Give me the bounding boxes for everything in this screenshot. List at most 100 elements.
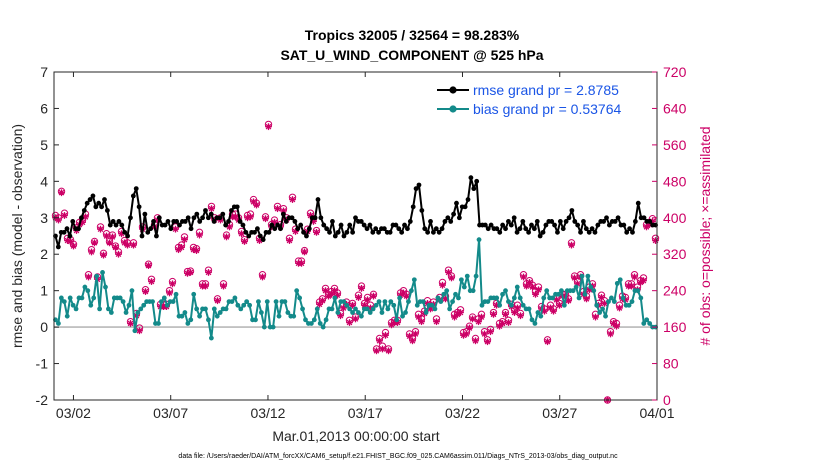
bias-point (173, 291, 179, 297)
obs-assimilated-point (499, 320, 506, 327)
bias-point (464, 273, 470, 279)
bias-point (394, 317, 400, 323)
rmse-point (381, 226, 387, 232)
rmse-point (182, 219, 188, 224)
y-right-tick-label: 0 (663, 392, 671, 408)
bias-point (206, 317, 211, 323)
obs-assimilated-point (298, 259, 305, 267)
bias-point (638, 295, 644, 301)
obs-assimilated-point (181, 236, 188, 244)
bias-point (232, 295, 238, 301)
rmse-point (292, 219, 298, 224)
rmse-point (110, 219, 116, 224)
bias-point (503, 288, 508, 294)
rmse-point (324, 226, 330, 232)
obs-assimilated-point (469, 315, 476, 323)
obs-assimilated-point (262, 215, 269, 223)
y-right-tick-label: 240 (663, 283, 687, 299)
rmse-point (102, 197, 107, 202)
rmse-point (497, 229, 503, 235)
bias-point (644, 317, 650, 323)
bias-point (550, 295, 555, 301)
bias-point (635, 288, 641, 294)
y-tick-label: 1 (40, 283, 48, 299)
bias-point (158, 299, 164, 304)
obs-assimilated-point (196, 231, 203, 239)
rmse-point (410, 204, 416, 210)
rmse-point (407, 219, 413, 224)
obs-assimilated-point (142, 288, 149, 295)
obs-assimilated-point (238, 230, 245, 238)
obs-assimilated-point (352, 315, 359, 323)
obs-assimilated-point (583, 295, 590, 303)
obs-assimilated-point (85, 273, 92, 281)
bias-point (350, 310, 355, 315)
bias-point (294, 288, 300, 294)
rmse-point (133, 186, 139, 192)
rmse-point (583, 226, 589, 232)
rmse-point (203, 208, 208, 213)
obs-assimilated-point (58, 189, 65, 197)
obs-assimilated-point (613, 322, 620, 330)
bias-point (94, 273, 100, 279)
rmse-point (81, 208, 87, 213)
chart-title-line2: SAT_U_WIND_COMPONENT @ 525 hPa (280, 47, 543, 63)
rmse-point (624, 229, 630, 235)
rmse-point (364, 226, 370, 232)
rmse-point (128, 215, 133, 221)
rmse-point (413, 186, 419, 192)
obs-assimilated-point (466, 324, 473, 332)
y-tick-label: 7 (40, 64, 48, 80)
rmse-point (278, 226, 283, 232)
rmse-point (393, 222, 399, 228)
rmse-point (243, 229, 249, 235)
bias-point (135, 310, 141, 315)
bias-point (544, 288, 550, 294)
rmse-point (185, 215, 191, 221)
bias-point (570, 288, 576, 294)
obs-assimilated-point (166, 289, 173, 297)
obs-assimilated-point (418, 318, 425, 326)
obs-assimilated-point (346, 319, 353, 326)
y-tick-label: 0 (40, 319, 48, 335)
bias-point (264, 299, 270, 304)
rmse-point (145, 229, 151, 235)
obs-assimilated-point (322, 287, 329, 295)
bias-point (647, 321, 653, 326)
obs-assimilated-point (328, 290, 335, 298)
rmse-point (526, 229, 532, 235)
chart-title-line1: Tropics 32005 / 32564 = 98.283% (305, 27, 520, 43)
bias-point (203, 306, 208, 312)
bias-point (494, 295, 500, 301)
bias-point (391, 302, 397, 308)
obs-assimilated-point (172, 225, 179, 233)
rmse-point (229, 208, 234, 213)
bias-point (164, 302, 170, 308)
rmse-point (396, 226, 402, 232)
bias-point (258, 310, 264, 315)
obs-assimilated-point (202, 282, 209, 290)
rmse-point (165, 219, 171, 224)
bias-point (456, 295, 461, 301)
bias-point (82, 284, 88, 290)
rmse-point (468, 175, 474, 181)
rmse-point (321, 222, 327, 228)
rmse-point (445, 215, 451, 221)
rmse-point (442, 219, 448, 224)
bias-point (235, 302, 241, 308)
obs-assimilated-point (472, 337, 479, 345)
bias-point (341, 299, 347, 304)
obs-assimilated-point (445, 269, 452, 276)
rmse-point (194, 211, 200, 217)
obs-assimilated-point (439, 281, 446, 289)
obs-assimilated-point (349, 301, 356, 309)
rmse-point (523, 226, 529, 232)
bias-point (217, 310, 223, 315)
rmse-point (514, 229, 520, 235)
rmse-point (341, 233, 347, 239)
bias-point (85, 288, 91, 294)
bias-point (356, 310, 361, 315)
rmse-point (99, 204, 105, 210)
rmse-point (246, 233, 252, 239)
rmse-point (566, 215, 572, 221)
